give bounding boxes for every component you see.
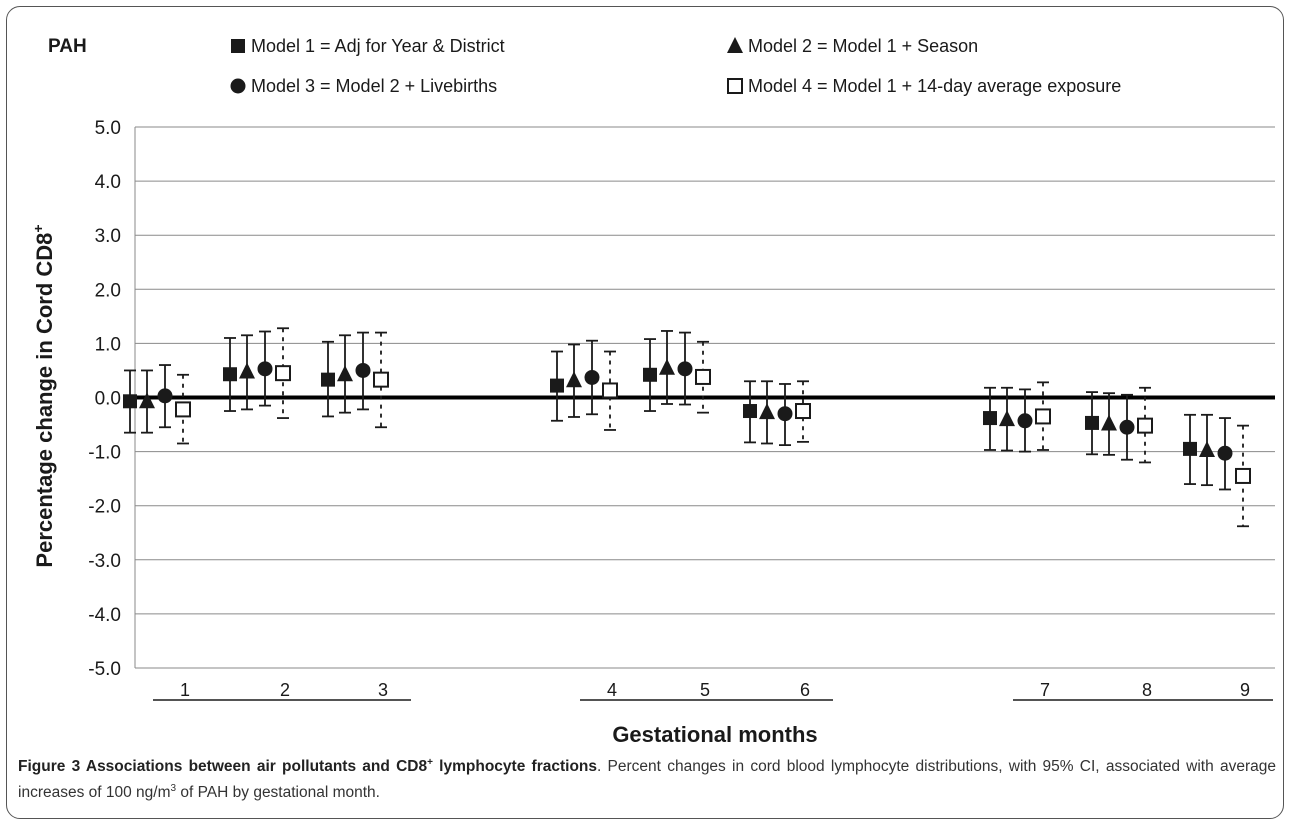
data-point — [223, 367, 237, 382]
caption-title-end: lymphocyte fractions — [432, 758, 598, 776]
data-point — [257, 361, 273, 377]
data-point — [983, 411, 997, 426]
legend-marker — [231, 39, 245, 53]
y-axis-title-main: Percentage change in Cord CD8 — [32, 233, 57, 568]
legend-marker — [727, 78, 743, 94]
y-tick-label: 0.0 — [95, 389, 121, 410]
x-tick-label: 2 — [280, 680, 290, 700]
data-point — [157, 388, 173, 404]
data-point — [1235, 467, 1251, 484]
data-point — [643, 367, 657, 382]
data-point — [175, 401, 191, 418]
y-tick-label: 2.0 — [95, 280, 121, 301]
legend-item: Model 4 = Model 1 + 14-day average expos… — [727, 76, 1121, 96]
legend-label: Model 1 = Adj for Year & District — [251, 36, 505, 56]
figure-caption: Figure 3 Associations between air pollut… — [18, 752, 1276, 804]
data-point — [677, 361, 693, 377]
data-point — [123, 394, 137, 409]
x-axis-title: Gestational months — [612, 722, 817, 747]
figure-frame — [6, 6, 1284, 819]
data-point — [759, 403, 775, 420]
data-point — [337, 365, 353, 382]
data-point — [777, 406, 793, 422]
data-point — [1017, 413, 1033, 429]
axes-layer: 5.0 4.0 3.0 2.0 1.0 0.0 -1.0 -2.0 -3.0 -4.0 -5.0 1 2… — [88, 118, 1273, 701]
y-tick-label: -1.0 — [88, 443, 121, 464]
data-point — [373, 371, 389, 388]
y-axis-title: Percentage change in Cord CD8+ — [30, 224, 57, 567]
data-point — [743, 404, 757, 419]
y-tick-label: 1.0 — [95, 334, 121, 355]
data-point — [1137, 417, 1153, 434]
x-tick-label: 3 — [378, 680, 388, 700]
data-point — [1085, 415, 1099, 430]
data-point — [695, 368, 711, 385]
data-point — [1101, 414, 1117, 431]
legend-item: Model 2 = Model 1 + Season — [727, 36, 978, 56]
data-point — [1035, 408, 1051, 425]
legend-label: Model 2 = Model 1 + Season — [748, 36, 978, 56]
x-tick-label: 1 — [180, 680, 190, 700]
data-point — [321, 372, 335, 387]
x-tick-label: 6 — [800, 680, 810, 700]
y-tick-label: 4.0 — [95, 172, 121, 193]
legend-label: Model 3 = Model 2 + Livebirths — [251, 76, 497, 96]
data-point — [139, 392, 155, 409]
legend-marker — [230, 78, 246, 94]
chart: 5.0 4.0 3.0 2.0 1.0 0.0 -1.0 -2.0 -3.0 -4.0 -5.0 1 2… — [30, 36, 1275, 747]
data-point — [1217, 445, 1233, 461]
legend-label: Model 4 = Model 1 + 14-day average expos… — [748, 76, 1121, 96]
caption-title: Figure 3 Associations between air pollut… — [18, 757, 598, 776]
x-tick-label: 9 — [1240, 680, 1250, 700]
caption-title-sup: + — [427, 757, 433, 768]
x-tick-label: 5 — [700, 680, 710, 700]
legend-item: Model 1 = Adj for Year & District — [231, 36, 505, 56]
data-point — [1119, 419, 1135, 435]
marks-layer — [123, 327, 1251, 528]
data-point — [795, 403, 811, 420]
y-tick-label: -3.0 — [88, 551, 121, 572]
caption-sup: 3 — [170, 783, 177, 795]
y-tick-label: -5.0 — [88, 659, 121, 680]
data-point — [239, 362, 255, 379]
caption-title-main: Figure 3 Associations between air pollut… — [18, 758, 428, 776]
data-point — [659, 358, 675, 375]
data-point — [275, 365, 291, 382]
data-point — [1199, 440, 1215, 457]
data-point — [584, 369, 600, 385]
data-point — [566, 371, 582, 388]
x-tick-label: 8 — [1142, 680, 1152, 700]
caption-text-end: of PAH by gestational month. — [176, 784, 380, 802]
y-tick-label: 5.0 — [95, 118, 121, 139]
grid-layer — [135, 126, 1275, 669]
legend: Model 1 = Adj for Year & District Model 2… — [230, 36, 1121, 96]
data-point — [1183, 441, 1197, 456]
data-point — [550, 378, 564, 393]
x-tick-label: 4 — [607, 680, 617, 700]
y-axis-title-sup: + — [30, 224, 46, 232]
data-point — [355, 362, 371, 378]
data-point — [602, 382, 618, 399]
legend-item: Model 3 = Model 2 + Livebirths — [230, 76, 497, 96]
data-point — [999, 410, 1015, 427]
legend-marker — [727, 37, 743, 53]
x-tick-label: 7 — [1040, 680, 1050, 700]
y-tick-label: -4.0 — [88, 605, 121, 626]
y-tick-label: -2.0 — [88, 497, 121, 518]
panel-label: PAH — [48, 36, 87, 57]
y-tick-label: 3.0 — [95, 226, 121, 247]
caption-text: . Percent changes in cord blood lymphocy… — [18, 758, 1276, 802]
